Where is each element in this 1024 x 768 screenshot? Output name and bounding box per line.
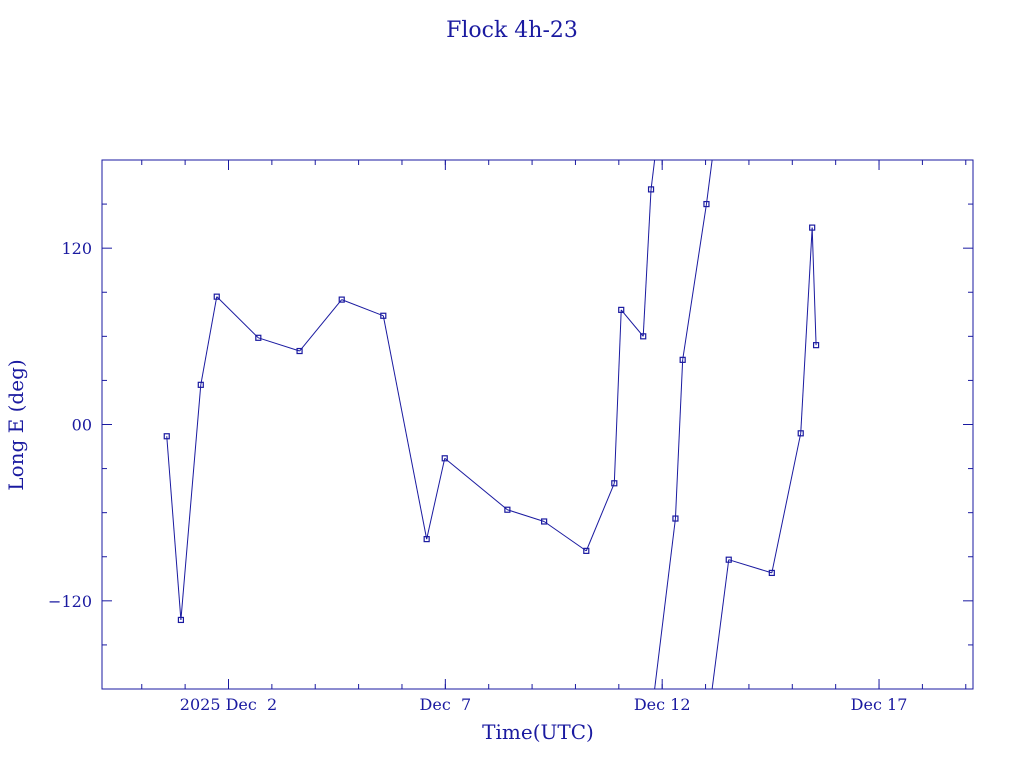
y-tick-label: −120 [48, 592, 92, 611]
series-segment [650, 160, 656, 190]
data-point [611, 480, 618, 487]
y-tick-label: 00 [72, 416, 92, 435]
data-point [380, 312, 387, 319]
series-segment [444, 457, 508, 511]
x-tick-label: Dec 17 [851, 695, 908, 714]
data-point [797, 430, 804, 437]
y-tick-labels: −120 00 120 [48, 239, 92, 611]
data-point [255, 334, 262, 341]
data-point [679, 356, 686, 363]
series-segment [426, 458, 446, 540]
series-segment [180, 384, 202, 620]
data-point [541, 518, 548, 525]
y-minor-ticks [102, 203, 973, 646]
x-tick-label: Dec 12 [634, 695, 691, 714]
data-point [583, 547, 590, 554]
chart-title: Flock 4h-23 [446, 18, 578, 43]
series-segment [705, 160, 713, 205]
data-layer [163, 160, 820, 689]
data-point [768, 569, 775, 577]
data-point [441, 455, 448, 462]
series-segment [258, 337, 300, 352]
series-segment [216, 296, 259, 339]
plot-frame [101, 159, 974, 690]
x-major-ticks [227, 160, 880, 689]
y-tick-label: 120 [61, 239, 92, 258]
data-point [338, 296, 345, 303]
series-segment [613, 309, 622, 484]
series-segment [382, 315, 428, 540]
data-point [703, 200, 710, 208]
data-point [647, 186, 655, 193]
x-axis-label: Time(UTC) [482, 720, 594, 744]
y-axis-label: Long E (deg) [4, 359, 28, 490]
data-point [809, 224, 816, 231]
x-tick-label: Dec 7 [420, 695, 472, 714]
series-group [166, 160, 817, 689]
data-point [504, 506, 511, 513]
data-point [812, 342, 820, 349]
series-segment [585, 483, 615, 552]
series-segment [682, 204, 707, 360]
data-point [672, 515, 679, 522]
series-segment [543, 521, 587, 552]
series-segment [507, 509, 545, 522]
series-segment [341, 299, 384, 317]
data-point [618, 306, 625, 313]
series-segment [711, 559, 730, 689]
series-segment [674, 359, 684, 519]
series-segment [771, 433, 802, 574]
data-point [197, 381, 204, 388]
data-point [163, 433, 170, 440]
x-minor-ticks [141, 160, 967, 689]
series-segment [654, 518, 676, 689]
data-point [213, 293, 220, 300]
series-segment [299, 299, 343, 352]
series-segment [800, 227, 813, 434]
series-segment [642, 189, 652, 337]
y-major-ticks [102, 247, 973, 602]
data-point [640, 333, 647, 340]
x-tick-label: 2025 Dec 2 [180, 695, 277, 714]
series-segment [200, 296, 218, 385]
series-segment [620, 309, 644, 337]
x-tick-labels: 2025 Dec 2 Dec 7 Dec 12 Dec 17 [180, 695, 908, 714]
series-segment [811, 227, 817, 346]
series-segment [166, 436, 182, 620]
data-point [725, 556, 732, 563]
data-point [177, 616, 185, 624]
data-point [296, 347, 303, 355]
series-segment [728, 559, 772, 574]
data-point [423, 536, 430, 543]
